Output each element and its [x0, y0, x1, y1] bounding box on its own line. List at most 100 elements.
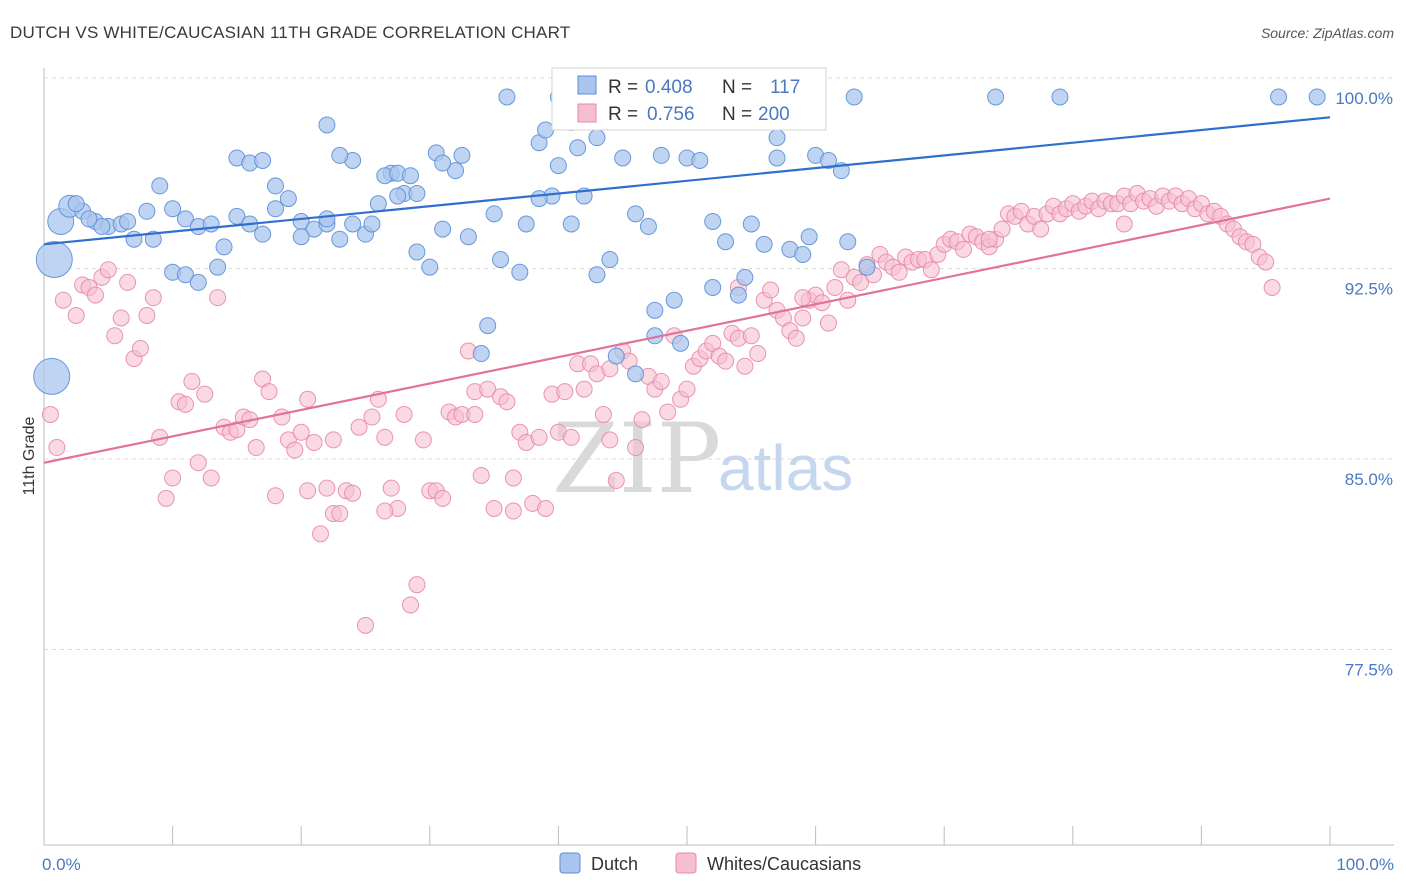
white-point [260, 383, 278, 401]
dutch-point [729, 286, 747, 304]
white-point [408, 576, 426, 594]
dutch-point [408, 185, 426, 203]
dutch-point [33, 357, 71, 395]
dutch-point [530, 190, 548, 208]
dutch-point [742, 215, 760, 233]
stats-swatch-dutch [577, 75, 597, 95]
dutch-point [607, 347, 625, 365]
dutch-point [755, 235, 773, 253]
white-point [485, 499, 503, 517]
stats-swatch-white [577, 103, 597, 123]
dutch-point [344, 215, 362, 233]
dutch-point [215, 238, 233, 256]
x-tick-label-max: 100.0% [1336, 855, 1394, 874]
dutch-point [537, 121, 555, 139]
legend-label-white: Whites/Caucasians [707, 854, 861, 874]
white-point [787, 329, 805, 347]
stats-r-value-white: 0.756 [647, 104, 695, 125]
white-point [311, 525, 329, 543]
white-point [402, 596, 420, 614]
white-point [86, 286, 104, 304]
dutch-point [292, 228, 310, 246]
white-point [157, 489, 175, 507]
white-point [594, 406, 612, 423]
white-point [344, 484, 362, 502]
white-point [196, 385, 214, 403]
white-point [382, 479, 400, 497]
white-point [395, 406, 413, 423]
white-point [305, 433, 323, 451]
dutch-point [80, 210, 98, 228]
dutch-point [485, 205, 503, 223]
white-point [176, 395, 194, 413]
white-point [331, 505, 349, 523]
stats-n-value-white: 200 [758, 104, 790, 125]
trend-line-white [43, 197, 1331, 464]
dutch-point [627, 365, 645, 383]
white-point [164, 469, 182, 487]
dutch-point [768, 129, 786, 147]
white-point [659, 403, 677, 421]
series-white-points [41, 185, 1281, 634]
white-point [1032, 220, 1050, 238]
dutch-point [800, 228, 818, 246]
dutch-point [588, 266, 606, 284]
dutch-point [1051, 88, 1069, 106]
white-point [826, 279, 844, 296]
white-point [530, 428, 548, 446]
legend-swatch-dutch [559, 852, 581, 874]
dutch-point [588, 129, 606, 147]
dutch-point [614, 149, 632, 167]
white-point [537, 499, 555, 517]
white-point [1115, 215, 1133, 233]
dutch-point [453, 146, 471, 164]
white-point [54, 291, 72, 309]
white-point [562, 428, 580, 446]
dutch-point [845, 88, 863, 106]
dutch-point [402, 167, 420, 185]
white-point [556, 383, 574, 401]
white-point [749, 345, 767, 363]
y-tick-label: 77.5% [1345, 661, 1393, 680]
white-point [575, 380, 593, 398]
white-point [980, 230, 998, 248]
dutch-point [125, 230, 143, 248]
white-point [99, 261, 117, 279]
dutch-point [421, 258, 439, 276]
dutch-point [691, 152, 709, 169]
dutch-point [331, 230, 349, 248]
y-tick-label: 100.0% [1335, 89, 1393, 108]
dutch-point [318, 210, 336, 228]
dutch-point [1270, 88, 1288, 106]
dutch-point [1308, 88, 1326, 106]
white-point [247, 439, 265, 457]
dutch-point [704, 279, 722, 296]
dutch-point [209, 258, 227, 276]
white-point [832, 261, 850, 279]
chart-source: Source: ZipAtlas.com [1261, 25, 1394, 41]
dutch-point [601, 251, 619, 269]
dutch-point [569, 139, 587, 157]
dutch-point [119, 212, 137, 230]
dutch-point [511, 263, 529, 281]
white-point [678, 380, 696, 398]
white-point [131, 339, 149, 357]
white-point [627, 439, 645, 457]
dutch-point [819, 152, 837, 169]
white-point [414, 431, 432, 449]
dutch-point [447, 162, 465, 180]
legend-label-dutch: Dutch [591, 854, 638, 874]
dutch-point [717, 233, 735, 251]
legend-swatch-white [675, 852, 697, 874]
white-point [633, 411, 651, 429]
dutch-point [665, 291, 683, 309]
white-point [324, 431, 342, 449]
x-tick-label-min: 0.0% [42, 855, 81, 874]
y-axis-label: 11th Grade [21, 416, 38, 495]
dutch-point [646, 301, 664, 319]
dutch-point [254, 225, 272, 243]
white-point [736, 357, 754, 375]
white-point [504, 469, 522, 487]
dutch-point [517, 215, 535, 233]
